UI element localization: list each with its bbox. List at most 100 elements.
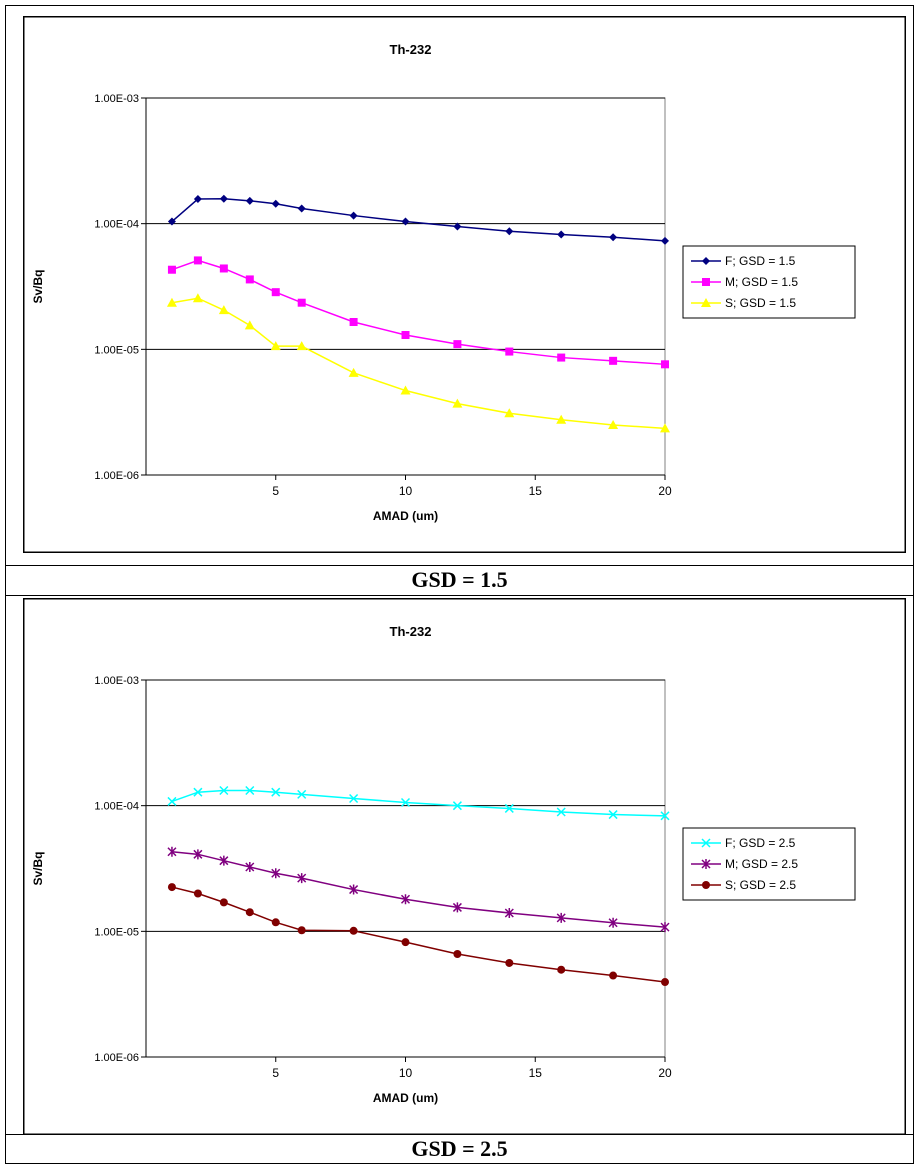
data-point	[167, 846, 177, 857]
data-point	[245, 196, 254, 205]
data-point	[401, 217, 410, 226]
chart-gsd-1-5: 1.00E-03 1.00E-04 1.00E-05 1.00E-06 5 10 15 20 T…	[23, 16, 906, 553]
data-point	[219, 264, 228, 273]
legend-swatch-marker	[701, 298, 711, 307]
y-axis-label: Sv/Bq	[31, 269, 45, 303]
data-point	[193, 256, 202, 265]
table-divider	[6, 565, 913, 566]
x-axis-label: AMAD (um)	[373, 1091, 438, 1105]
data-point	[297, 204, 306, 213]
data-point	[400, 797, 411, 808]
data-point	[297, 926, 306, 935]
data-point	[505, 227, 514, 236]
data-point	[504, 803, 514, 813]
caption-gsd-1-5: GSD = 1.5	[411, 567, 508, 592]
chart-panel-gsd-2-5: 1.00E-03 1.00E-04 1.00E-05 1.00E-06 5 10 15 20 T…	[23, 598, 906, 1135]
data-point	[660, 922, 670, 933]
table-divider	[6, 1134, 913, 1135]
data-point	[452, 902, 462, 913]
data-point	[556, 912, 566, 923]
data-point	[661, 360, 669, 369]
x-axis-label: AMAD (um)	[373, 509, 438, 523]
data-point	[452, 398, 463, 408]
y-tick-label: 1.00E-06	[94, 1052, 139, 1064]
data-point	[193, 889, 202, 898]
data-point	[271, 288, 280, 297]
data-point	[245, 275, 254, 284]
x-tick-label: 5	[272, 1066, 279, 1080]
data-point	[608, 419, 619, 429]
data-point	[166, 297, 177, 307]
data-point	[271, 918, 280, 927]
chart-panel-gsd-1-5: 1.00E-03 1.00E-04 1.00E-05 1.00E-06 5 10 15 20 T…	[23, 16, 906, 553]
data-point	[193, 849, 203, 860]
legend-entry: S; GSD = 1.5	[725, 296, 796, 310]
chart-title: Th-232	[390, 624, 432, 639]
data-point	[219, 194, 228, 203]
data-point	[167, 265, 176, 274]
data-point	[245, 908, 254, 917]
data-point	[505, 958, 514, 967]
data-point	[401, 331, 410, 340]
legend-entry: F; GSD = 2.5	[725, 836, 796, 850]
x-tick-label: 15	[529, 1066, 543, 1080]
data-point	[349, 884, 359, 895]
data-point	[271, 868, 281, 879]
y-tick-label: 1.00E-05	[94, 926, 139, 938]
chart-gsd-2-5: 1.00E-03 1.00E-04 1.00E-05 1.00E-06 5 10 15 20 T…	[23, 598, 906, 1135]
legend-box	[682, 827, 856, 901]
data-point	[167, 217, 176, 226]
data-point	[193, 787, 203, 797]
data-point	[296, 341, 307, 351]
legend-entry: S; GSD = 2.5	[725, 878, 796, 892]
data-point	[401, 938, 410, 947]
y-tick-label: 1.00E-05	[94, 344, 139, 356]
data-point	[504, 408, 515, 418]
data-point	[609, 356, 618, 365]
data-point	[661, 236, 669, 245]
data-point	[556, 807, 566, 817]
x-tick-label: 15	[529, 484, 543, 498]
data-point	[271, 199, 280, 208]
data-point	[219, 855, 229, 866]
figure-table: 1.00E-03 1.00E-04 1.00E-05 1.00E-06 5 10 15 20 T…	[5, 5, 914, 1164]
data-point	[270, 341, 281, 351]
x-tick-label: 20	[658, 1066, 672, 1080]
data-point	[271, 787, 281, 797]
legend-swatch-marker	[701, 859, 711, 869]
data-point	[660, 423, 670, 433]
y-tick-label: 1.00E-03	[94, 675, 139, 687]
data-point	[505, 347, 514, 356]
data-point	[349, 793, 359, 804]
data-point	[556, 414, 567, 424]
data-point	[219, 898, 228, 907]
x-tick-label: 10	[399, 1066, 413, 1080]
data-point	[608, 917, 618, 928]
chart-title: Th-232	[390, 42, 432, 57]
data-point	[557, 965, 566, 974]
data-point	[557, 230, 566, 239]
x-tick-label: 5	[272, 484, 279, 498]
legend-swatch-marker	[702, 881, 710, 889]
legend-swatch-marker	[701, 838, 711, 848]
data-point	[453, 950, 462, 959]
data-point	[219, 785, 229, 796]
data-point	[453, 340, 462, 349]
data-point	[609, 971, 618, 980]
data-point	[167, 796, 177, 806]
data-point	[452, 801, 462, 811]
data-point	[297, 298, 306, 307]
data-point	[660, 811, 670, 821]
data-point	[557, 353, 566, 362]
data-point	[661, 978, 669, 987]
caption-gsd-2-5: GSD = 2.5	[411, 1136, 508, 1161]
data-point	[348, 367, 359, 377]
data-point	[192, 293, 203, 303]
data-point	[400, 385, 411, 395]
data-point	[349, 926, 358, 935]
data-point	[608, 810, 618, 820]
data-point	[609, 233, 618, 242]
data-point	[245, 785, 255, 796]
data-point	[297, 789, 307, 799]
x-tick-label: 10	[399, 484, 413, 498]
